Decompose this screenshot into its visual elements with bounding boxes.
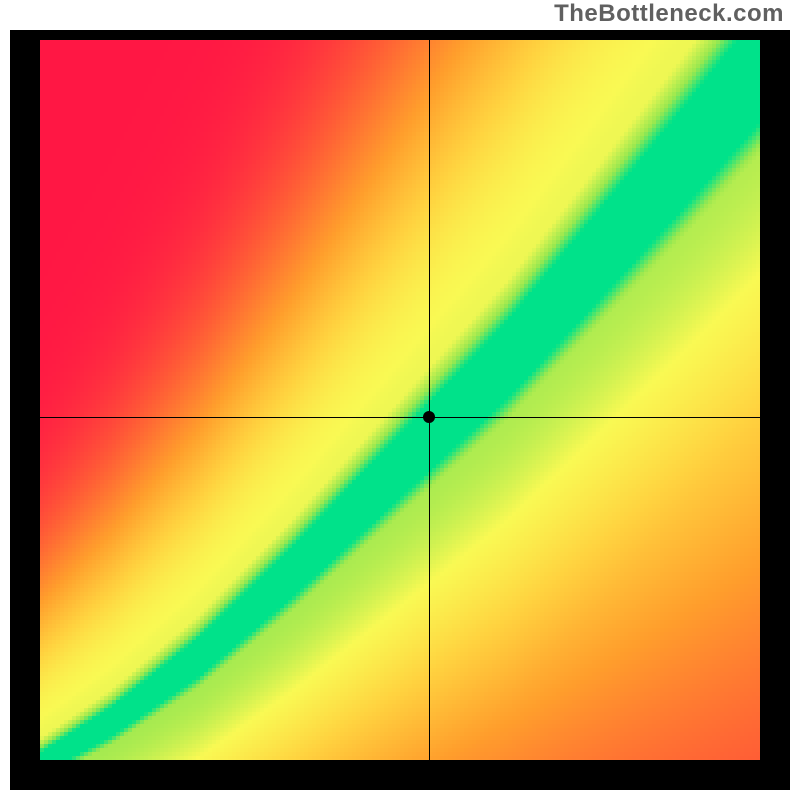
marker-dot [423, 411, 435, 423]
chart-container: TheBottleneck.com [0, 0, 800, 800]
heatmap-plot [40, 40, 760, 760]
crosshair-horizontal [40, 417, 760, 418]
heatmap-canvas [40, 40, 760, 760]
watermark-text: TheBottleneck.com [554, 0, 784, 28]
crosshair-vertical [429, 40, 430, 760]
